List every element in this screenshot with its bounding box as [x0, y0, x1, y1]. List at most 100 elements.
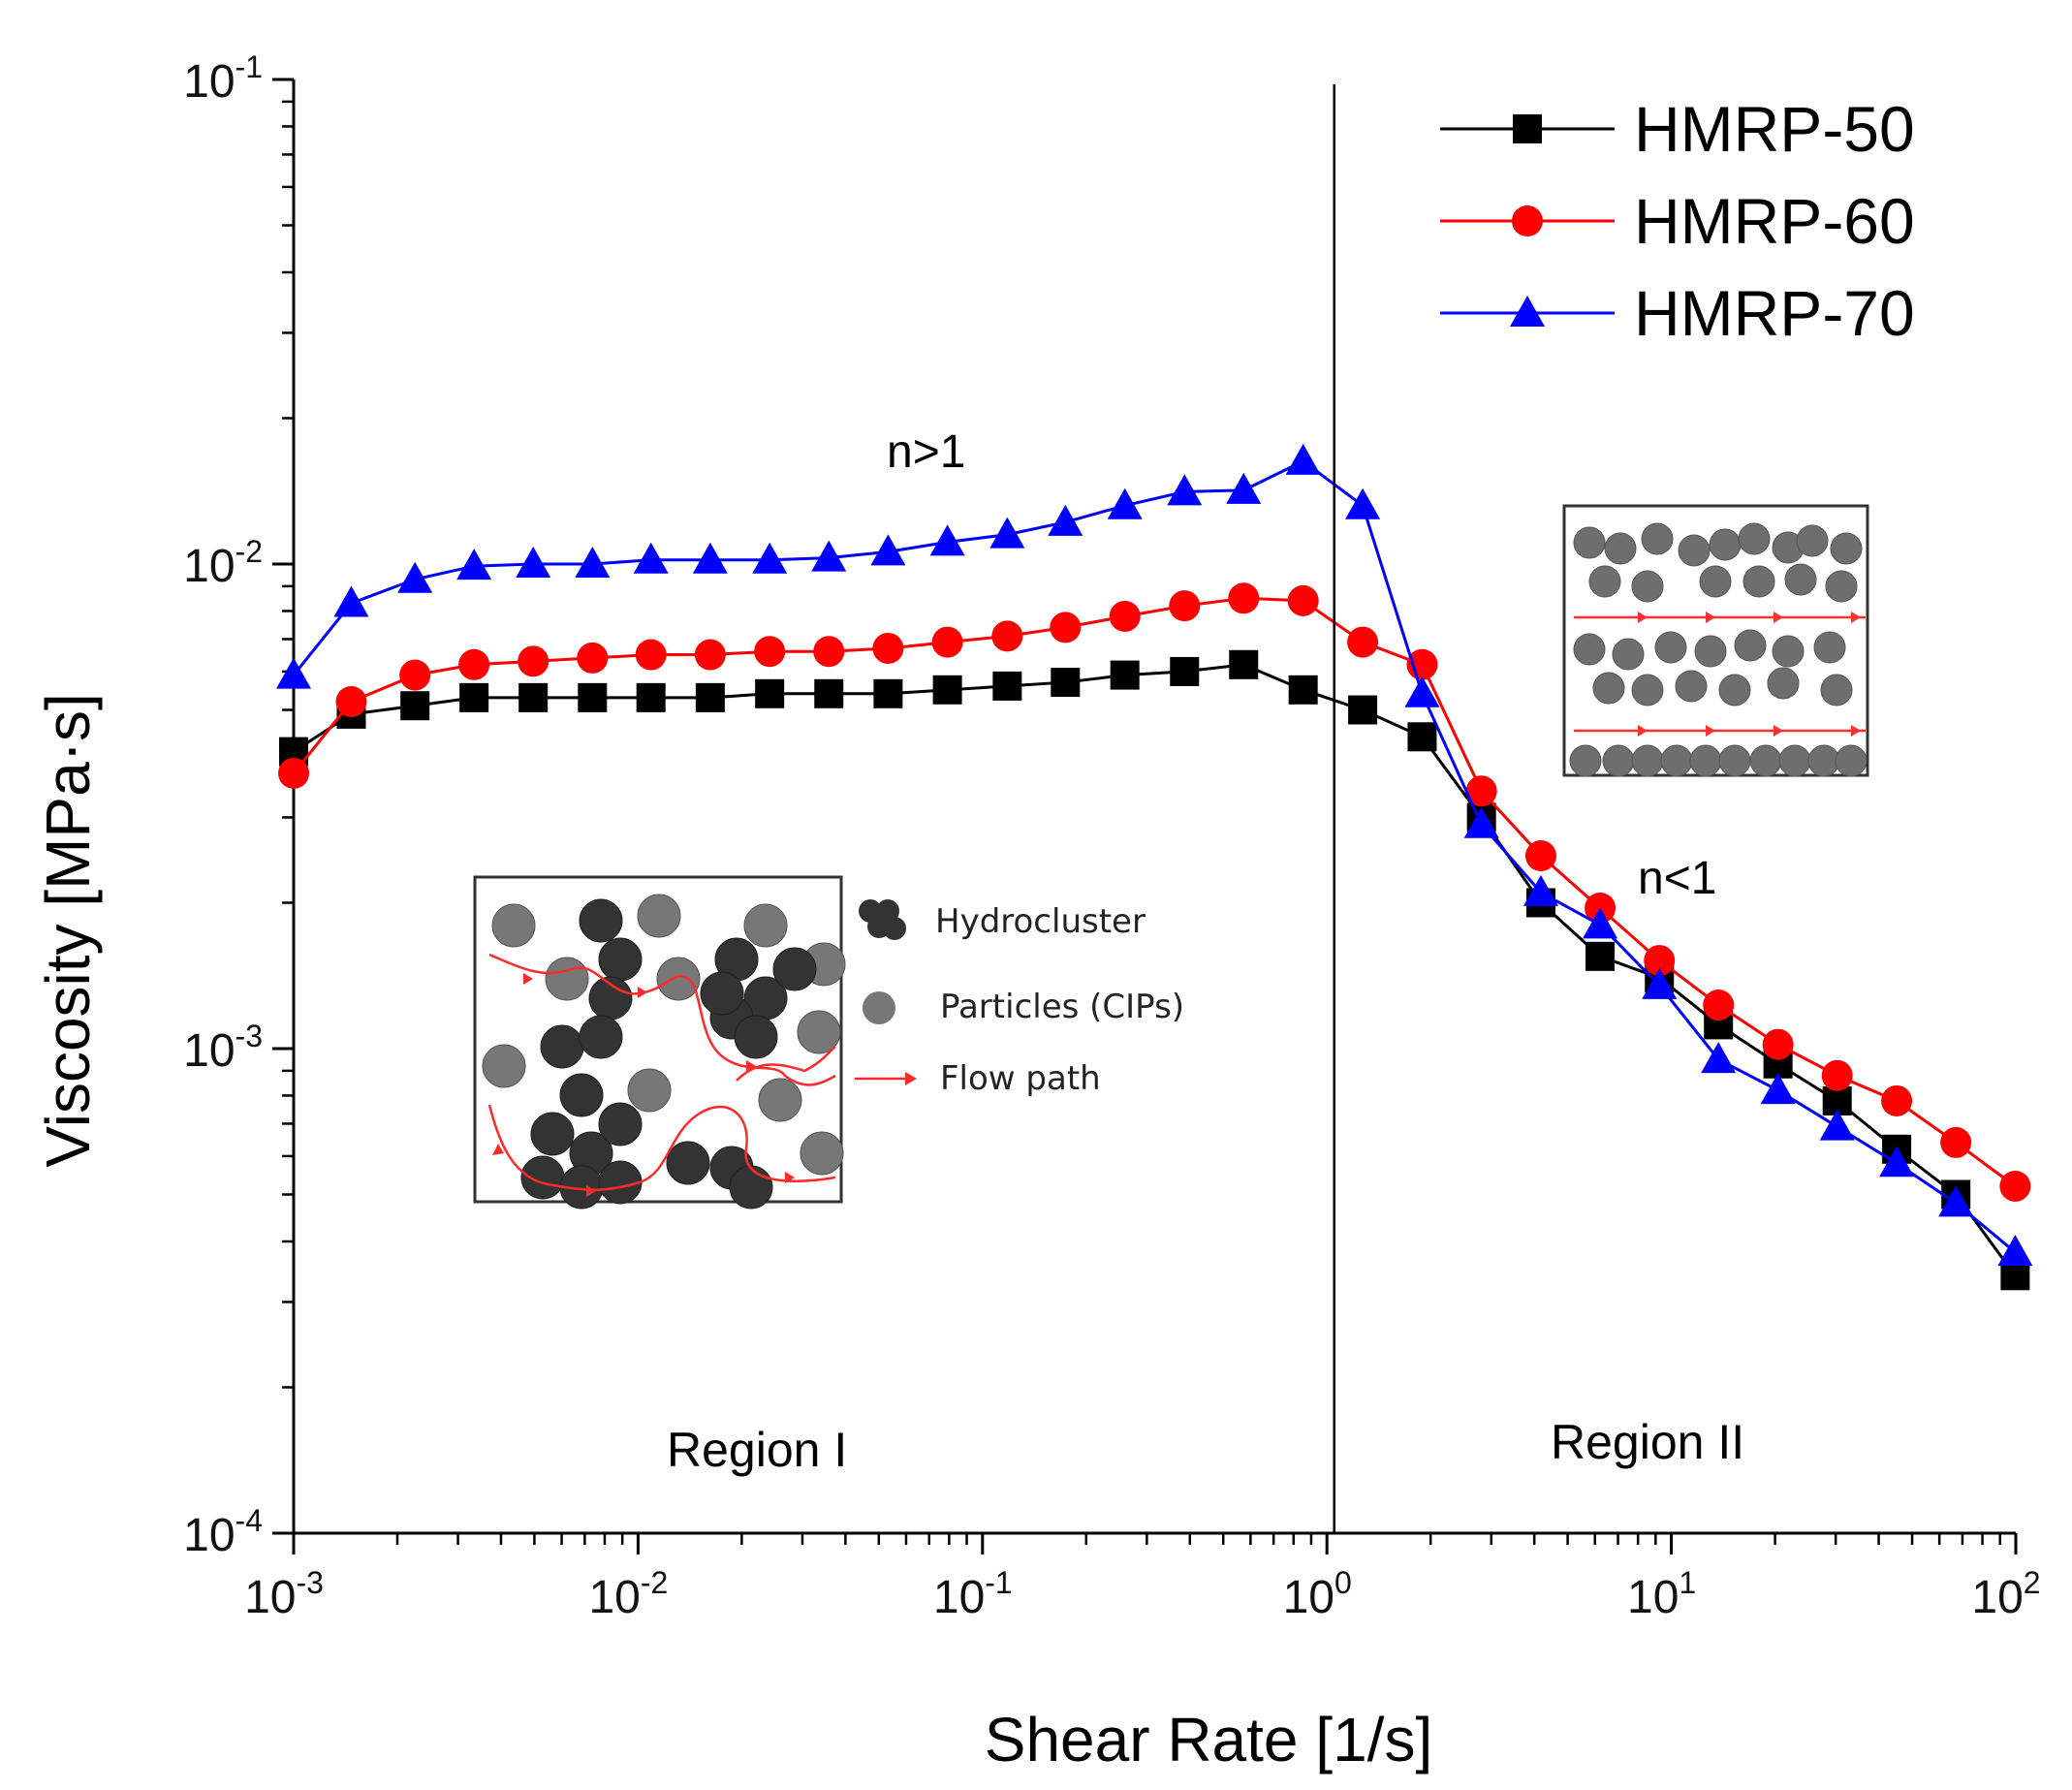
particle — [545, 957, 589, 1001]
particle — [1734, 629, 1767, 662]
particle — [1749, 744, 1782, 777]
particle — [491, 903, 536, 948]
hydrocluster-particle — [666, 1141, 710, 1185]
particle — [1569, 744, 1602, 777]
data-point-circle — [335, 685, 367, 717]
particle — [1718, 674, 1751, 707]
data-point-square — [400, 691, 430, 721]
data-point-circle — [635, 639, 667, 671]
particle — [637, 894, 681, 938]
data-point-square — [459, 682, 489, 712]
data-point-triangle — [1523, 874, 1558, 906]
flow-arrowhead — [1774, 725, 1783, 737]
data-point-triangle — [575, 547, 611, 578]
flow-path — [487, 1104, 836, 1191]
particle — [1835, 744, 1868, 777]
particle — [1678, 534, 1711, 567]
particle — [1675, 670, 1708, 703]
particle — [1602, 744, 1635, 777]
data-point-triangle — [752, 542, 788, 574]
particle — [1573, 633, 1606, 666]
particle — [1699, 565, 1732, 598]
particle — [1631, 570, 1664, 603]
data-point-circle — [518, 645, 549, 677]
data-point-square — [873, 678, 903, 708]
inset-legend: Hydrocluster Particles (CIPs) Flow path — [855, 899, 1184, 1098]
data-point-square — [695, 682, 725, 712]
data-point-triangle — [397, 561, 433, 593]
particle — [1784, 563, 1817, 596]
particle — [1742, 565, 1775, 598]
data-point-circle — [1821, 1059, 1853, 1091]
x-tick-label: 10-3 — [244, 1565, 324, 1623]
data-point-circle — [1406, 648, 1438, 680]
flow-arrowhead — [746, 1060, 756, 1072]
data-point-triangle — [1701, 1042, 1737, 1074]
data-point-triangle — [1760, 1073, 1796, 1105]
flow-arrowhead — [1851, 612, 1861, 623]
legend-label-hmrp-60: HMRP-60 — [1634, 185, 1915, 257]
particle — [1825, 570, 1858, 603]
legend-particle-icon — [863, 991, 895, 1024]
flow-lines-right — [1574, 615, 1866, 733]
hydrocluster-particle — [579, 1015, 623, 1059]
particle — [1660, 744, 1693, 777]
flow-arrowhead — [1851, 725, 1861, 737]
inset-particles-right — [1569, 522, 1868, 777]
flow-path — [736, 1045, 836, 1082]
flow-arrowhead — [1706, 612, 1715, 623]
inset-legend-hydrocluster: Hydrocluster — [935, 902, 1146, 941]
particle — [758, 1078, 802, 1122]
hydrocluster-particle — [598, 1160, 643, 1205]
particle — [1588, 565, 1621, 598]
particle — [1641, 522, 1674, 555]
data-point-triangle — [1997, 1235, 2033, 1267]
data-point-circle — [1050, 612, 1082, 644]
x-tick-label: 10-1 — [933, 1565, 1013, 1623]
hydrocluster-particle — [598, 937, 643, 982]
data-point-circle — [577, 642, 609, 674]
legend-marker-triangle — [1510, 296, 1545, 327]
legend-label-hmrp-70: HMRP-70 — [1634, 277, 1915, 349]
data-point-circle — [458, 648, 490, 680]
data-point-triangle — [989, 517, 1025, 549]
flow-paths-left — [487, 953, 836, 1191]
hydrocluster-particle — [520, 1155, 565, 1200]
data-point-square — [992, 671, 1022, 701]
x-tick-label: 102 — [1971, 1565, 2040, 1623]
y-tick-label: 10-4 — [183, 1503, 263, 1561]
flow-arrowhead — [586, 1185, 596, 1197]
particle — [1767, 667, 1800, 700]
hydrocluster-particle — [700, 971, 744, 1016]
flow-arrowhead — [1774, 612, 1783, 623]
data-point-square — [518, 682, 549, 712]
particle — [1718, 744, 1751, 777]
data-point-triangle — [870, 534, 906, 566]
data-point-triangle — [1167, 474, 1203, 506]
data-point-circle — [931, 626, 963, 658]
particle — [1631, 744, 1664, 777]
x-tick-label: 10-2 — [588, 1565, 668, 1623]
data-point-circle — [991, 620, 1023, 652]
particle — [1631, 674, 1664, 707]
inset-legend-flow-path: Flow path — [940, 1059, 1101, 1098]
hydrocluster-particle — [772, 947, 817, 991]
particle — [656, 957, 701, 1001]
data-point-square — [1288, 675, 1318, 705]
series-group — [276, 443, 2033, 1291]
particle — [800, 1131, 844, 1176]
data-point-circle — [813, 636, 845, 668]
data-point-square — [1110, 660, 1140, 690]
data-point-triangle — [1938, 1185, 1974, 1217]
particle — [1778, 744, 1811, 777]
data-point-triangle — [1642, 967, 1678, 999]
particle — [1573, 526, 1606, 559]
legend-cluster-icon — [883, 917, 906, 940]
particle — [1830, 532, 1863, 565]
particle — [1654, 631, 1687, 664]
data-point-circle — [1999, 1170, 2031, 1202]
hydrocluster-particle — [540, 1024, 584, 1069]
data-point-triangle — [811, 540, 847, 572]
